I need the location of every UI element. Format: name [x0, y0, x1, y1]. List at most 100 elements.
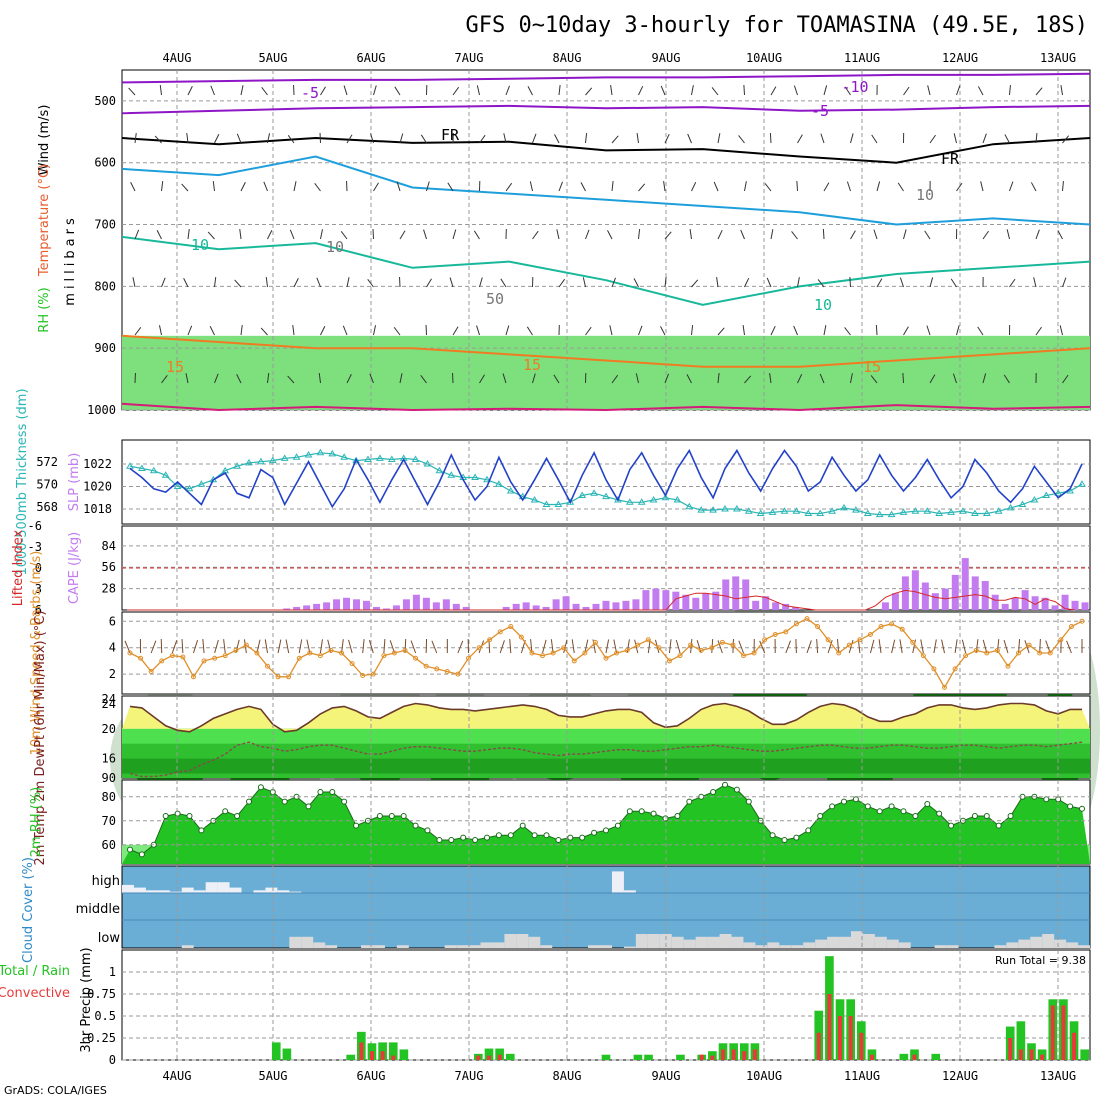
wind-speed-point — [518, 634, 524, 640]
cloud-bar-low — [396, 945, 409, 948]
wind-speed-point — [243, 642, 249, 648]
wind-barb — [982, 230, 989, 240]
thickness-point — [1054, 489, 1063, 496]
rh-point — [341, 798, 348, 805]
cloud-bar-high — [623, 890, 636, 893]
cape-bar — [462, 606, 470, 610]
wind-barb — [664, 277, 667, 288]
wind-barb-10m — [214, 639, 219, 654]
wind-barb — [314, 183, 321, 192]
wind-barb-10m — [816, 639, 819, 654]
thickness-point — [149, 466, 158, 474]
cape-bar — [382, 608, 390, 610]
wind-speed-point — [349, 661, 355, 667]
wind-barb — [850, 133, 854, 144]
rh-point — [603, 827, 609, 834]
wind-barb — [769, 373, 772, 384]
thickness-point — [233, 462, 241, 469]
wind-barb — [342, 325, 348, 336]
wind-barb — [320, 229, 324, 240]
wind-barb — [663, 181, 666, 192]
bottom-date-axis: 4AUG 5AUG 6AUG 7AUG 8AUG 9AUG 10AUG 11AUG 12AUG 1… — [163, 1069, 1077, 1083]
wind-barb — [479, 134, 486, 144]
isotherm-line — [121, 402, 1091, 412]
wind-barb — [343, 85, 348, 96]
rh-series: 60 70 80 — [102, 780, 1090, 864]
rh-area — [122, 784, 1090, 864]
wind-barb — [479, 277, 483, 288]
thickness-point — [197, 480, 206, 487]
wind-speed-point — [836, 650, 842, 656]
wind-barb — [399, 373, 403, 384]
wind-barb — [716, 277, 719, 288]
li-tick: 3 — [35, 582, 42, 596]
contour-label: -5 — [811, 102, 829, 120]
cape-bar — [1031, 596, 1039, 610]
rh-point — [412, 822, 419, 829]
wind-barb-10m — [285, 639, 290, 654]
cloud-bar-high — [181, 887, 194, 893]
wind-barb — [373, 325, 377, 336]
wind-speed-point — [328, 647, 334, 653]
wind-barb — [187, 229, 190, 240]
rh-point — [543, 832, 550, 839]
cloud-level-high: high — [92, 874, 120, 889]
thickness-point — [673, 496, 682, 503]
cloud-bar-low — [671, 936, 684, 948]
wind-barb — [346, 277, 350, 288]
contour-label: 10 — [814, 296, 832, 314]
wind-barb — [130, 182, 136, 192]
chart-title: GFS 0~10day 3-hourly for TOAMASINA (49.5… — [465, 13, 1088, 38]
cape-bar — [951, 574, 959, 610]
rh-point — [234, 813, 241, 819]
wind-barb — [585, 229, 590, 240]
cloud-bar-low — [755, 945, 768, 948]
wind-barb — [161, 375, 168, 384]
wind-barb — [770, 325, 776, 336]
wind-barb — [823, 85, 828, 96]
dewpoint-band-low — [122, 758, 1090, 774]
cloud-bar-low — [874, 936, 887, 948]
wind-speed-point — [772, 631, 778, 637]
wind-barb — [927, 85, 931, 96]
wind-barb — [742, 325, 745, 336]
wind-barb — [161, 277, 166, 288]
cloud-label: Cloud Cover (%) — [21, 857, 36, 963]
thickness-point — [435, 466, 444, 474]
cape-bar — [542, 606, 550, 610]
cloud-bar-low — [588, 945, 601, 948]
cape-bar — [442, 599, 450, 610]
precip-convective-bar — [731, 1049, 736, 1060]
wind-barb — [903, 326, 909, 336]
wind-barb — [636, 133, 639, 144]
contour-label: 10 — [191, 236, 209, 254]
wind-barb — [476, 85, 480, 96]
cape-bar — [283, 608, 291, 610]
cape-bar — [752, 600, 760, 610]
precip-convective-bar — [742, 1051, 747, 1060]
cloud-bar-low — [372, 945, 385, 948]
wind-barb-10m — [264, 639, 269, 654]
li-tick: -6 — [28, 519, 42, 533]
wind-barb — [607, 230, 613, 240]
wind-barb — [287, 375, 295, 384]
cape-bar — [692, 597, 700, 610]
thickness-point — [911, 507, 920, 514]
wind-barb — [452, 86, 460, 96]
wind-barb-10m — [759, 640, 766, 654]
cloud-bar-low — [647, 934, 660, 948]
rh-point — [436, 837, 443, 843]
precip-convective-bar — [699, 1054, 704, 1060]
thickness-point — [423, 460, 432, 467]
thickness-point — [138, 464, 146, 471]
wind-speed-point — [952, 666, 958, 672]
thickness-point — [649, 496, 658, 503]
wind-barb — [260, 327, 268, 336]
cape-bar — [682, 594, 690, 610]
wind-barb — [691, 325, 694, 336]
precip-total-bar — [931, 1053, 941, 1060]
rh-point — [305, 803, 312, 810]
wind-barb — [529, 181, 533, 192]
wind-barb — [556, 229, 560, 240]
wind-barb — [770, 86, 777, 96]
